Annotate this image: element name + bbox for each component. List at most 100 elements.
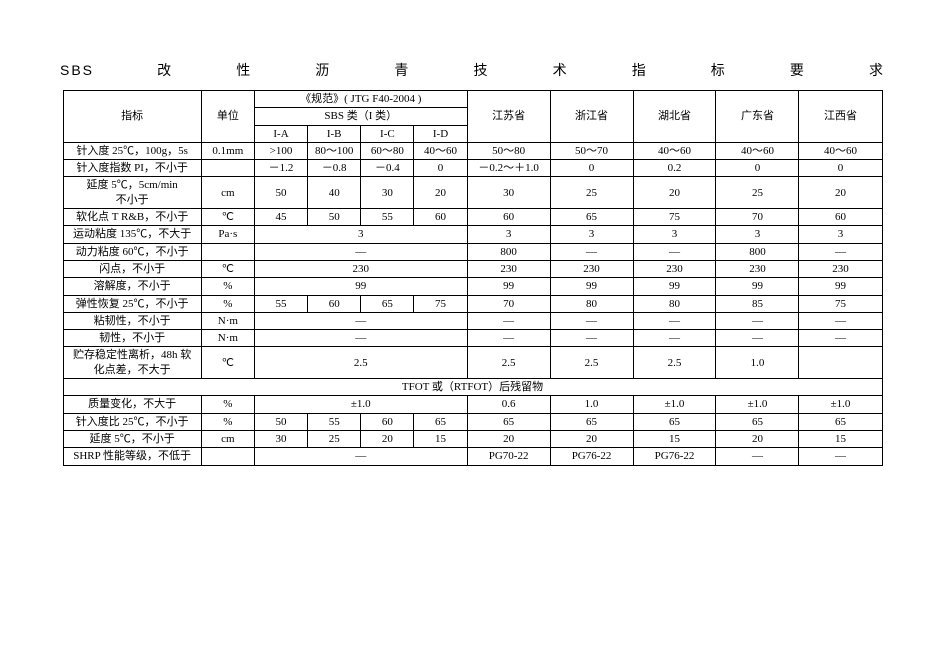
table-cell: 25: [716, 177, 799, 209]
table-cell: —: [254, 243, 467, 260]
table-cell: —: [467, 312, 550, 329]
table-cell: 65: [633, 413, 716, 430]
table-cell: —: [467, 330, 550, 347]
table-cell: 延度 5℃，5cm/min不小于: [63, 177, 201, 209]
table-cell: 70: [716, 209, 799, 226]
table-cell: 韧性，不小于: [63, 330, 201, 347]
table-cell: 针入度比 25℃，不小于: [63, 413, 201, 430]
table-cell: >100: [254, 142, 307, 159]
table-cell: —: [633, 243, 716, 260]
table-cell: I-D: [414, 125, 467, 142]
table-cell: 230: [467, 260, 550, 277]
table-cell: 贮存稳定性离析，48h 软化点差，不大于: [63, 347, 201, 379]
table-cell: 99: [254, 278, 467, 295]
table-cell: SBS 类（I 类）: [254, 108, 467, 125]
table-cell: cm: [201, 430, 254, 447]
table-cell: 65: [716, 413, 799, 430]
table-cell: 指标: [63, 91, 201, 143]
table-cell: 230: [799, 260, 882, 277]
table-cell: 20: [361, 430, 414, 447]
table-cell: [201, 243, 254, 260]
table-cell: 溶解度，不小于: [63, 278, 201, 295]
table-cell: ℃: [201, 209, 254, 226]
table-cell: —: [254, 448, 467, 465]
table-cell: 99: [467, 278, 550, 295]
table-cell: I-B: [308, 125, 361, 142]
table-cell: 江西省: [799, 91, 882, 143]
table-cell: 1.0: [716, 347, 799, 379]
table-row: TFOT 或（RTFOT）后残留物: [63, 379, 882, 396]
table-cell: ℃: [201, 260, 254, 277]
table-cell: PG76-22: [550, 448, 633, 465]
table-cell: 65: [414, 413, 467, 430]
table-cell: PG76-22: [633, 448, 716, 465]
table-cell: SHRP 性能等级，不低于: [63, 448, 201, 465]
table-cell: 《规范》( JTG F40-2004 ): [254, 91, 467, 108]
table-cell: ±1.0: [633, 396, 716, 413]
table-row: 贮存稳定性离析，48h 软化点差，不大于℃2.52.52.52.51.0: [63, 347, 882, 379]
table-cell: —: [716, 448, 799, 465]
table-cell: I-C: [361, 125, 414, 142]
table-cell: —: [716, 330, 799, 347]
table-row: 弹性恢复 25℃，不小于%556065757080808575: [63, 295, 882, 312]
table-cell: PG70-22: [467, 448, 550, 465]
table-cell: —: [633, 312, 716, 329]
table-row: 延度 5℃，不小于cm302520152020152015: [63, 430, 882, 447]
table-cell: 3: [799, 226, 882, 243]
table-cell: 40～60: [799, 142, 882, 159]
table-cell: 质量变化，不大于: [63, 396, 201, 413]
table-row: 针入度 25℃，100g，5s0.1mm>10080～10060～8040～60…: [63, 142, 882, 159]
table-row: 针入度指数 PI，不小于－1.2－0.8－0.40－0.2～＋1.000.200: [63, 160, 882, 177]
table-cell: [799, 347, 882, 379]
table-cell: ±1.0: [716, 396, 799, 413]
table-cell: 运动粘度 135℃，不大于: [63, 226, 201, 243]
table-cell: 20: [550, 430, 633, 447]
table-cell: 25: [308, 430, 361, 447]
table-cell: 2.5: [633, 347, 716, 379]
table-row: 延度 5℃，5cm/min不小于cm504030203025202520: [63, 177, 882, 209]
table-cell: 40～60: [633, 142, 716, 159]
table-cell: 45: [254, 209, 307, 226]
table-cell: %: [201, 278, 254, 295]
table-cell: ±1.0: [254, 396, 467, 413]
table-cell: ±1.0: [799, 396, 882, 413]
table-cell: 50～70: [550, 142, 633, 159]
table-cell: 2.5: [467, 347, 550, 379]
table-cell: 0: [414, 160, 467, 177]
table-cell: 15: [414, 430, 467, 447]
table-cell: 广东省: [716, 91, 799, 143]
table-cell: 99: [799, 278, 882, 295]
table-cell: —: [550, 312, 633, 329]
table-cell: 针入度 25℃，100g，5s: [63, 142, 201, 159]
table-cell: 30: [254, 430, 307, 447]
table-cell: 99: [633, 278, 716, 295]
table-cell: 70: [467, 295, 550, 312]
table-cell: 20: [414, 177, 467, 209]
table-cell: 55: [308, 413, 361, 430]
table-cell: 20: [716, 430, 799, 447]
table-cell: 99: [716, 278, 799, 295]
table-cell: －1.2: [254, 160, 307, 177]
table-cell: 60: [308, 295, 361, 312]
table-cell: 3: [633, 226, 716, 243]
table-cell: 3: [467, 226, 550, 243]
table-cell: 0: [716, 160, 799, 177]
table-cell: 55: [254, 295, 307, 312]
table-cell: 230: [716, 260, 799, 277]
table-cell: 30: [361, 177, 414, 209]
table-cell: 2.5: [550, 347, 633, 379]
table-cell: %: [201, 413, 254, 430]
table-cell: 85: [716, 295, 799, 312]
table-row: 韧性，不小于N·m——————: [63, 330, 882, 347]
table-row: 闪点，不小于℃230230230230230230: [63, 260, 882, 277]
table-cell: I-A: [254, 125, 307, 142]
table-cell: —: [799, 243, 882, 260]
table-cell: N·m: [201, 330, 254, 347]
spec-table: 指标单位《规范》( JTG F40-2004 )江苏省浙江省湖北省广东省江西省S…: [63, 90, 883, 466]
table-cell: %: [201, 396, 254, 413]
page-title: SBS改性沥青技术指标要求: [60, 60, 885, 80]
table-cell: －0.8: [308, 160, 361, 177]
table-row: 软化点 T R&B，不小于℃455055606065757060: [63, 209, 882, 226]
table-cell: [201, 160, 254, 177]
table-cell: 65: [467, 413, 550, 430]
